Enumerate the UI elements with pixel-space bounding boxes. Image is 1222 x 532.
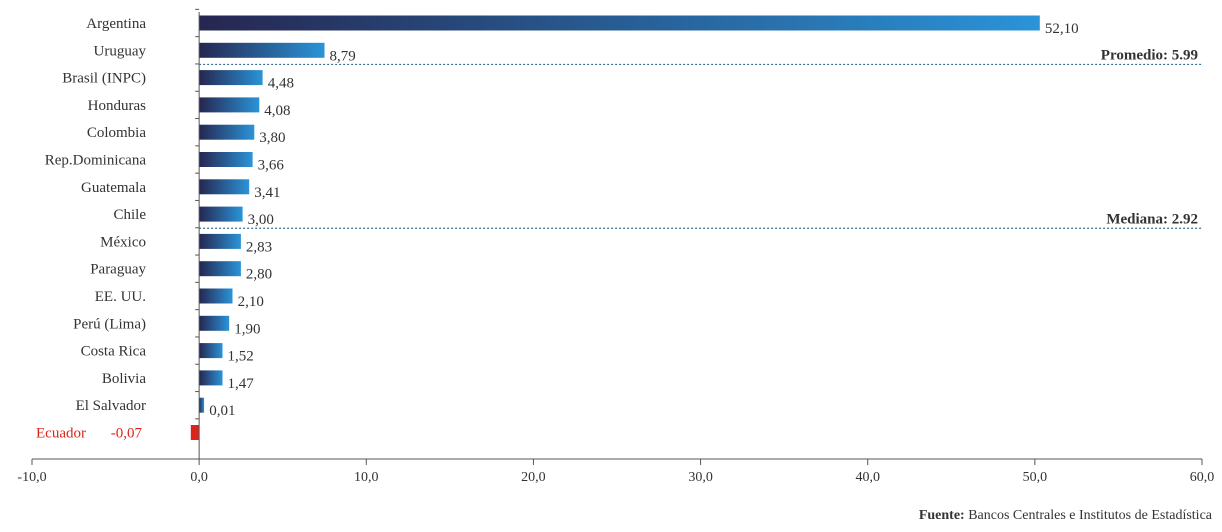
bars-layer: Argentina 52,10 Uruguay 8,79 Brasil (INPC) 4,…: [36, 15, 1079, 442]
value-label: 8,79: [330, 48, 356, 64]
bar-10: [199, 288, 233, 304]
bar-12: [199, 343, 223, 359]
source-label: Fuente:: [918, 508, 965, 523]
value-label: 4,48: [268, 76, 294, 92]
category-label: Paraguay: [90, 262, 146, 278]
value-label: 2,80: [246, 267, 272, 283]
x-tick-label: -10,0: [17, 470, 46, 485]
value-label: 1,47: [228, 376, 255, 392]
value-label: 3,00: [248, 212, 274, 228]
category-label: Brasil (INPC): [62, 71, 146, 87]
bar-6: [199, 179, 250, 195]
source-text: Bancos Centrales e Institutos de Estadís…: [968, 508, 1212, 523]
reference-lines: Promedio: 5.99 Mediana: 2.92: [199, 47, 1202, 229]
bar-7: [199, 206, 243, 222]
category-label: Perú (Lima): [73, 316, 146, 332]
category-label: Guatemala: [81, 180, 146, 196]
bar-2: [199, 70, 263, 86]
category-label: Ecuador: [36, 426, 86, 442]
value-label: -0,07: [111, 426, 143, 442]
bar-1: [199, 42, 325, 58]
value-label: 3,41: [254, 185, 280, 201]
x-tick-label: 30,0: [688, 470, 713, 485]
value-label: 1,90: [234, 321, 260, 337]
x-tick-label: 60,0: [1190, 470, 1215, 485]
value-label: 3,66: [258, 158, 285, 174]
x-tick-label: 0,0: [190, 470, 208, 485]
bar-11: [199, 315, 230, 331]
bar-5: [199, 152, 253, 167]
x-tick-label: 40,0: [855, 470, 880, 485]
bar-8: [199, 233, 241, 249]
category-label: Argentina: [86, 16, 146, 32]
reference-line-label: Mediana: 2.92: [1106, 211, 1198, 227]
source-note: Fuente: Bancos Centrales e Institutos de…: [919, 508, 1212, 524]
category-label: Uruguay: [94, 43, 147, 59]
reference-line-label: Promedio: 5.99: [1101, 47, 1198, 63]
bar-0: [199, 15, 1040, 31]
bar-4: [199, 124, 255, 140]
value-label: 3,80: [259, 130, 285, 146]
category-label: Rep.Dominicana: [45, 153, 147, 169]
x-axis: -10,0 0,0 10,0 20,0 30,0 40,0 50,0 60,0: [17, 8, 1215, 485]
category-label: Colombia: [87, 125, 147, 141]
bar-chart: Argentina 52,10 Uruguay 8,79 Brasil (INPC) 4,…: [17, 8, 1215, 485]
category-label: Bolivia: [102, 371, 147, 387]
bar-14: [199, 397, 205, 413]
category-label: El Salvador: [76, 398, 146, 414]
category-label: Costa Rica: [81, 344, 147, 360]
category-label: EE. UU.: [95, 289, 146, 305]
bar-15: [190, 425, 200, 440]
bar-13: [199, 370, 223, 386]
bar-3: [199, 97, 260, 113]
value-label: 2,10: [238, 294, 264, 310]
x-tick-label: 50,0: [1023, 470, 1048, 485]
category-label: Honduras: [88, 98, 146, 114]
value-label: 1,52: [228, 349, 254, 365]
bar-9: [199, 261, 241, 277]
value-label: 0,01: [209, 403, 235, 419]
value-label: 52,10: [1045, 21, 1079, 37]
x-tick-label: 20,0: [521, 470, 546, 485]
category-label: México: [100, 234, 146, 250]
value-label: 2,83: [246, 239, 272, 255]
category-label: Chile: [114, 207, 147, 223]
value-label: 4,08: [264, 103, 290, 119]
x-tick-label: 10,0: [354, 470, 379, 485]
